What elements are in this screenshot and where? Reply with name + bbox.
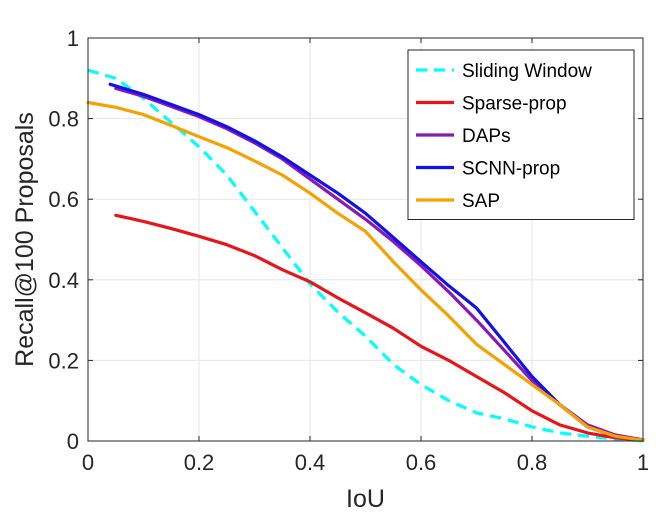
x-tick-label: 0	[82, 450, 94, 475]
y-tick-label: 1	[67, 26, 79, 51]
y-tick-label: 0.2	[48, 348, 79, 373]
series-layer	[86, 68, 645, 443]
plot-frame	[87, 37, 644, 442]
y-axis-label: Recall@100 Proposals	[11, 112, 39, 367]
x-tick-label: 0.4	[295, 450, 326, 475]
legend-label: Sparse-prop	[462, 94, 567, 115]
series-line-sap	[86, 100, 645, 442]
y-tick-label: 0.4	[48, 268, 79, 293]
y-tick-label: 0	[67, 429, 79, 454]
legend-label: SAP	[462, 191, 500, 212]
legend-label: SCNN-prop	[462, 159, 560, 180]
x-tick-label: 0.2	[184, 450, 215, 475]
series-line-sparse-prop	[114, 213, 645, 442]
legend-label: DAPs	[462, 126, 511, 147]
x-axis-label: IoU	[346, 485, 385, 513]
legend: Sliding Window Sparse-prop DAPs SCNN-prop SA…	[407, 49, 635, 220]
x-tick-label: 1	[637, 450, 649, 475]
x-tick-label: 0.6	[406, 450, 437, 475]
y-tick-label: 0.8	[48, 107, 79, 132]
ticks: 0 0.2 0.4 0.6 0.8 1 0 0.2 0.4 0.6 0.8 1	[48, 26, 649, 475]
y-tick-label: 0.6	[48, 187, 79, 212]
legend-label: Sliding Window	[462, 61, 592, 82]
x-tick-label: 0.8	[517, 450, 548, 475]
